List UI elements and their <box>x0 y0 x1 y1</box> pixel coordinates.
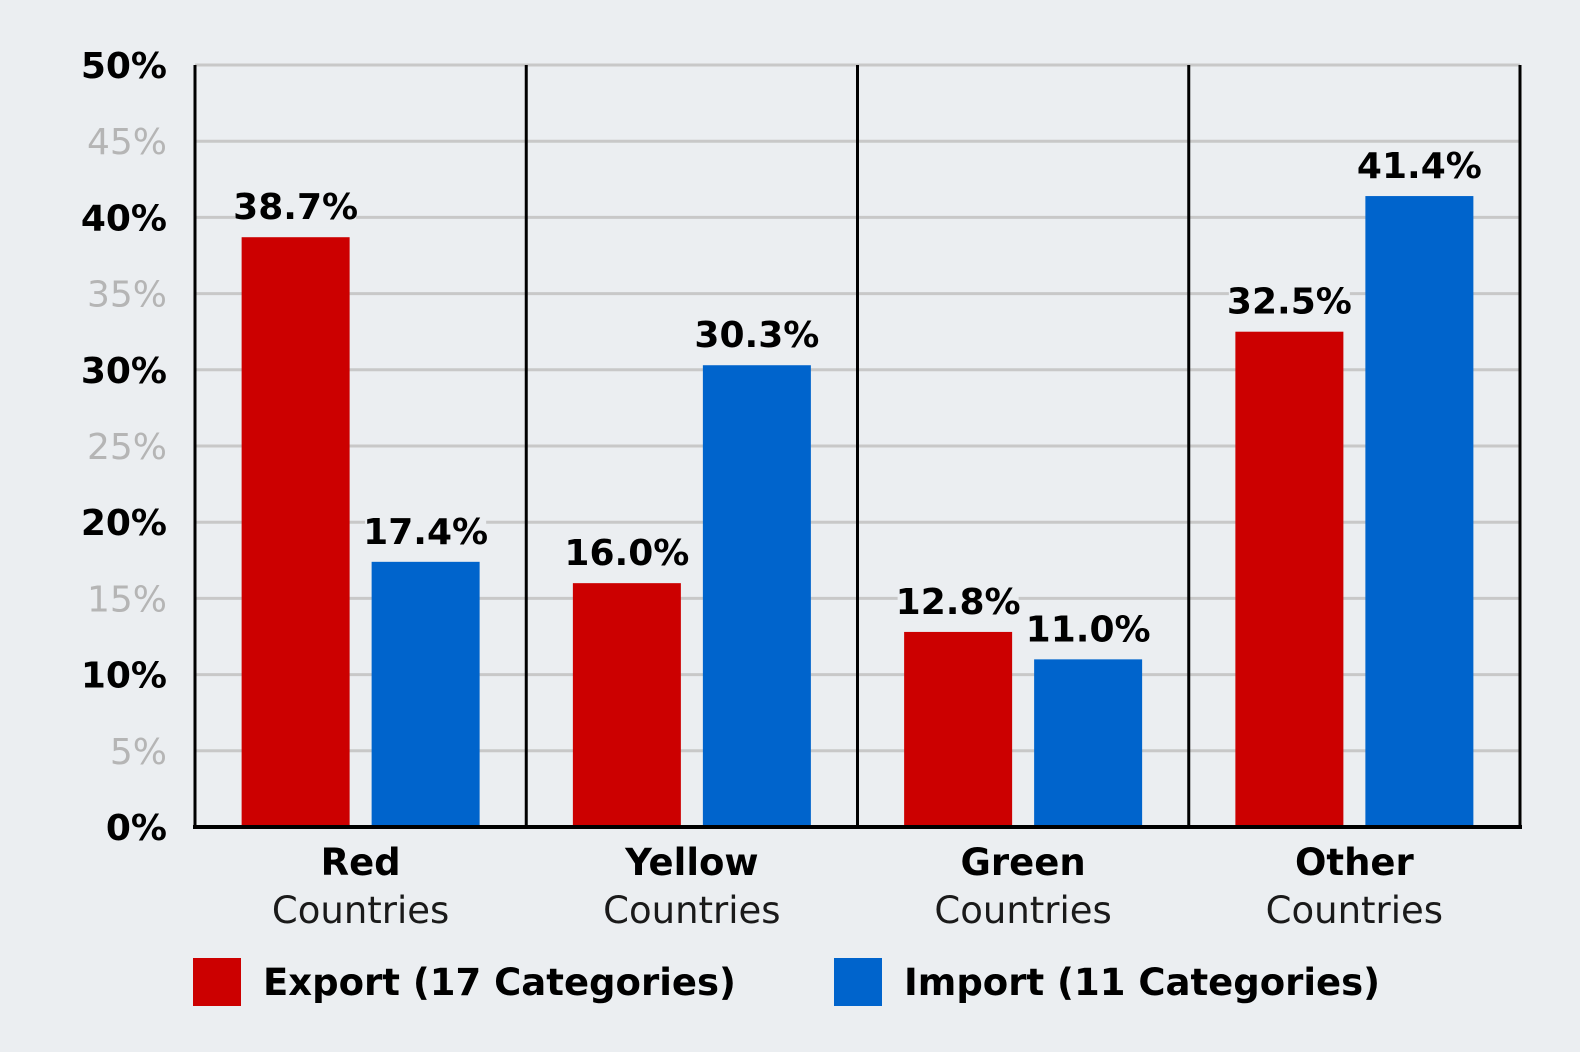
bar-value-labels: 38.7% 17.4% 16.0% 30.3% 12.8%11.0% 32.5% 41.4% <box>233 146 1482 650</box>
y-tick-label: 50% <box>81 46 167 87</box>
bar-value-label: 30.3% <box>694 315 819 356</box>
bar-green-export <box>904 631 1013 827</box>
bar-label-backdrop <box>897 581 1019 622</box>
bar-label-backdrop <box>696 315 818 356</box>
bar-label-backdrop <box>566 533 688 574</box>
y-tick-label: 30% <box>81 351 167 392</box>
bar-label-backdrop <box>235 187 357 228</box>
x-axis-categories: Red Countries Yellow Countries Green Countrie… <box>272 841 1443 932</box>
bar-label-backdrop <box>1228 281 1350 322</box>
y-tick-label: 20% <box>81 503 167 544</box>
category-separators <box>193 65 1522 827</box>
y-tick-label: 0% <box>106 808 167 849</box>
bar-other-import <box>1365 196 1474 828</box>
bar-red-import <box>371 561 480 827</box>
legend-swatch-import <box>834 958 882 1006</box>
bar-label-backdrop <box>1027 609 1149 650</box>
bar-other-export <box>1235 331 1344 827</box>
y-axis-ticks: 0% 5% 10% 15% 20% 25% 30% 35% 40% 45% 50% <box>81 46 167 849</box>
category-sublabel: Countries <box>272 889 449 932</box>
y-tick-label: 10% <box>81 656 167 697</box>
bar-value-label: 32.5% <box>1227 282 1352 323</box>
category-label-red: Red <box>321 841 401 884</box>
y-tick-label: 15% <box>87 579 167 620</box>
bar-yellow-export <box>572 583 681 827</box>
y-tick-label: 45% <box>87 122 167 163</box>
bar-value-label: 11.0% <box>1026 609 1151 650</box>
category-label-yellow: Yellow <box>624 841 758 884</box>
bar-label-backdrop <box>1358 146 1480 187</box>
category-sublabel: Countries <box>1266 889 1443 932</box>
category-label-green: Green <box>961 841 1086 884</box>
legend-label-export: Export (17 Categories) <box>263 961 736 1004</box>
y-tick-label: 25% <box>87 427 167 468</box>
category-sublabel: Countries <box>603 889 780 932</box>
bar-green-import <box>1034 659 1143 827</box>
bar-value-label: 41.4% <box>1357 146 1482 187</box>
y-tick-label: 5% <box>110 732 167 773</box>
category-label-other: Other <box>1295 841 1415 884</box>
bar-yellow-import <box>702 365 811 827</box>
y-tick-label: 40% <box>81 198 167 239</box>
bar-value-label: 16.0% <box>564 533 689 574</box>
bar-value-label: 17.4% <box>363 512 488 553</box>
bar-value-label: 12.8% <box>896 582 1021 623</box>
legend-label-import: Import (11 Categories) <box>904 961 1380 1004</box>
legend: Export (17 Categories) Import (11 Categor… <box>193 958 1380 1006</box>
bar-red-export <box>241 237 350 827</box>
category-sublabel: Countries <box>934 889 1111 932</box>
y-tick-label: 35% <box>87 275 167 316</box>
legend-swatch-export <box>193 958 241 1006</box>
bar-label-backdrop <box>365 511 487 552</box>
bar-value-label: 38.7% <box>233 187 358 228</box>
bars <box>241 196 1474 828</box>
